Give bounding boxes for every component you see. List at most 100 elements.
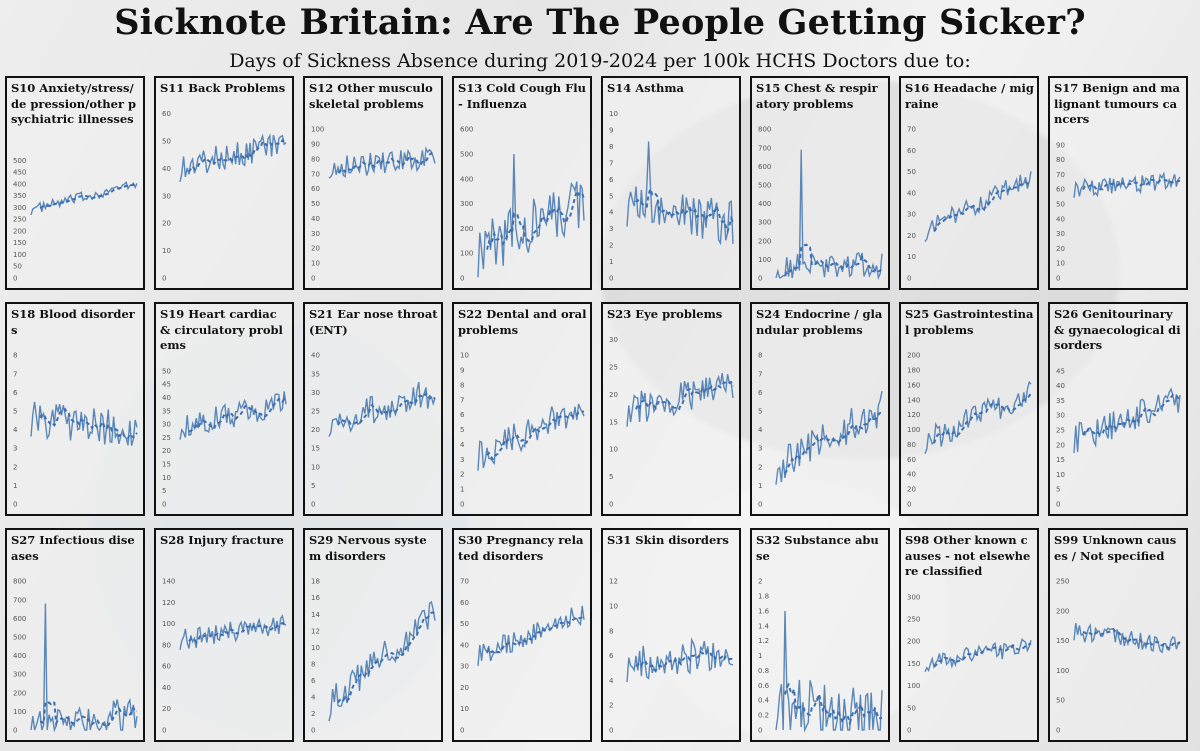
chart-title: S18 Blood disorders: [11, 307, 135, 337]
chart-panel-s12: S12 Other musculoskeletal problems 0 10 20 3…: [303, 76, 443, 290]
y-tick-label: 150: [907, 660, 920, 668]
y-tick-label: 25: [1056, 427, 1065, 435]
y-tick-label: 30: [609, 336, 618, 344]
y-tick-label: 300: [758, 219, 771, 227]
y-tick-label: 60: [907, 147, 916, 155]
y-tick-label: 10: [1056, 260, 1065, 268]
y-tick-label: 0: [311, 275, 315, 283]
y-tick-label: 100: [460, 250, 473, 258]
y-tick-label: 6: [460, 411, 465, 419]
y-tick-label: 2: [460, 471, 464, 479]
y-tick-label: 2: [311, 710, 315, 718]
trend-line: [933, 392, 1032, 444]
line-chart: 0 100 200 300 400 500 600: [460, 126, 585, 283]
y-tick-label: 60: [907, 456, 916, 464]
y-tick-label: 0: [162, 275, 166, 283]
y-tick-label: 8: [311, 660, 315, 668]
y-tick-label: 25: [162, 434, 171, 442]
y-tick-label: 4: [758, 426, 763, 434]
y-tick-label: 60: [162, 663, 171, 671]
y-tick-label: 350: [13, 192, 26, 200]
chart-title: S13 Cold Cough Flu - Influenza: [458, 81, 587, 111]
y-tick-label: 70: [1056, 171, 1065, 179]
chart-title: S32 Substance abuse: [756, 533, 879, 563]
trend-line: [784, 682, 883, 726]
y-tick-label: 15: [609, 418, 618, 426]
trend-line: [1082, 627, 1181, 650]
line-chart: 0 1 2 3 4 5 6 7 8 9 10: [460, 352, 585, 509]
y-tick-label: 80: [311, 155, 320, 163]
y-tick-label: 5: [311, 482, 315, 490]
y-tick-label: 60: [162, 110, 171, 118]
y-tick-label: 3: [609, 225, 613, 233]
trend-line: [1082, 178, 1181, 192]
y-tick-label: 0: [1056, 275, 1060, 283]
y-tick-label: 500: [13, 157, 26, 165]
y-tick-label: 40: [1056, 215, 1065, 223]
line-chart: 0 10 20 30 40 50 60 70: [460, 578, 585, 735]
series-line: [775, 390, 883, 485]
y-tick-label: 100: [1056, 667, 1069, 675]
y-tick-label: 6: [758, 389, 763, 397]
y-tick-label: 20: [907, 232, 916, 240]
y-tick-label: 1.2: [758, 637, 769, 645]
y-tick-label: 50: [907, 704, 916, 712]
line-chart: 0 10 20 30 40 50 60: [162, 110, 287, 283]
line-chart: 0 5 10 15 20 25 30 35 40 45 50: [162, 367, 287, 509]
line-chart: 0 2 4 6 8 10 12 14 16 18: [311, 578, 436, 735]
line-chart: 0 10 20 30 40 50 60 70 80 90 100: [311, 126, 436, 283]
y-tick-label: 40: [907, 471, 916, 479]
y-tick-label: 300: [13, 204, 26, 212]
y-tick-label: 0: [13, 727, 17, 735]
series-line: [924, 171, 1032, 242]
y-tick-label: 200: [13, 227, 26, 235]
chart-panel-s31: S31 Skin disorders 0 2 4 6 8 10 12: [601, 528, 741, 742]
chart-title: S31 Skin disorders: [607, 533, 729, 547]
trend-line: [337, 391, 436, 426]
chart-panel-s26: S26 Genitourinary & gynaecological disor…: [1048, 302, 1188, 516]
chart-title: S99 Unknown causes / Not specified: [1054, 533, 1177, 563]
y-tick-label: 20: [162, 705, 171, 713]
y-tick-label: 50: [13, 263, 22, 271]
series-line: [775, 149, 883, 281]
series-line: [30, 180, 138, 216]
y-tick-label: 9: [460, 367, 464, 375]
chart-title: S22 Dental and oral problems: [458, 307, 587, 337]
y-tick-label: 70: [907, 126, 916, 134]
y-tick-label: 20: [1056, 441, 1065, 449]
series-line: [1073, 171, 1181, 198]
series-line: [328, 382, 436, 437]
y-tick-label: 250: [13, 216, 26, 224]
chart-title: S27 Infectious diseases: [11, 533, 135, 563]
y-tick-label: 7: [460, 396, 464, 404]
series-line: [477, 153, 585, 278]
chart-panel-s10: S10 Anxiety/stress/de pression/other psy…: [5, 76, 145, 290]
chart-panel-s16: S16 Headache / migraine 0 10 20 30 40 50 60 70: [899, 76, 1039, 290]
chart-title: S21 Ear nose throat (ENT): [309, 307, 438, 337]
series-line: [179, 391, 287, 440]
line-chart: 0 50 100 150 200 250 300: [907, 593, 1032, 735]
line-chart: 0 1 2 3 4 5 6 7 8 9 10: [609, 110, 734, 283]
series-line: [477, 605, 585, 666]
y-tick-label: 100: [13, 708, 26, 716]
y-tick-label: 0: [162, 501, 166, 509]
chart-title: S29 Nervous system disorders: [309, 533, 427, 563]
line-chart: 0 10 20 30 40 50 60 70: [907, 126, 1032, 283]
y-tick-label: 0: [311, 501, 315, 509]
chart-panel-s21: S21 Ear nose throat (ENT) 0 5 10 15 20 25 30 35 4…: [303, 302, 443, 516]
y-tick-label: 50: [1056, 201, 1065, 209]
y-tick-label: 15: [311, 445, 320, 453]
y-tick-label: 150: [1056, 637, 1069, 645]
y-tick-label: 40: [311, 215, 320, 223]
y-tick-label: 35: [1056, 397, 1065, 405]
y-tick-label: 5: [609, 473, 613, 481]
y-tick-label: 0: [609, 727, 613, 735]
chart-panel-s23: S23 Eye problems 0 5 10 15 20 25 30: [601, 302, 741, 516]
y-tick-label: 3: [460, 456, 464, 464]
y-tick-label: 45: [162, 381, 171, 389]
y-tick-label: 10: [1056, 471, 1065, 479]
y-tick-label: 180: [907, 367, 920, 375]
y-tick-label: 500: [460, 151, 473, 159]
y-tick-label: 100: [758, 256, 771, 264]
y-tick-label: 10: [609, 603, 618, 611]
